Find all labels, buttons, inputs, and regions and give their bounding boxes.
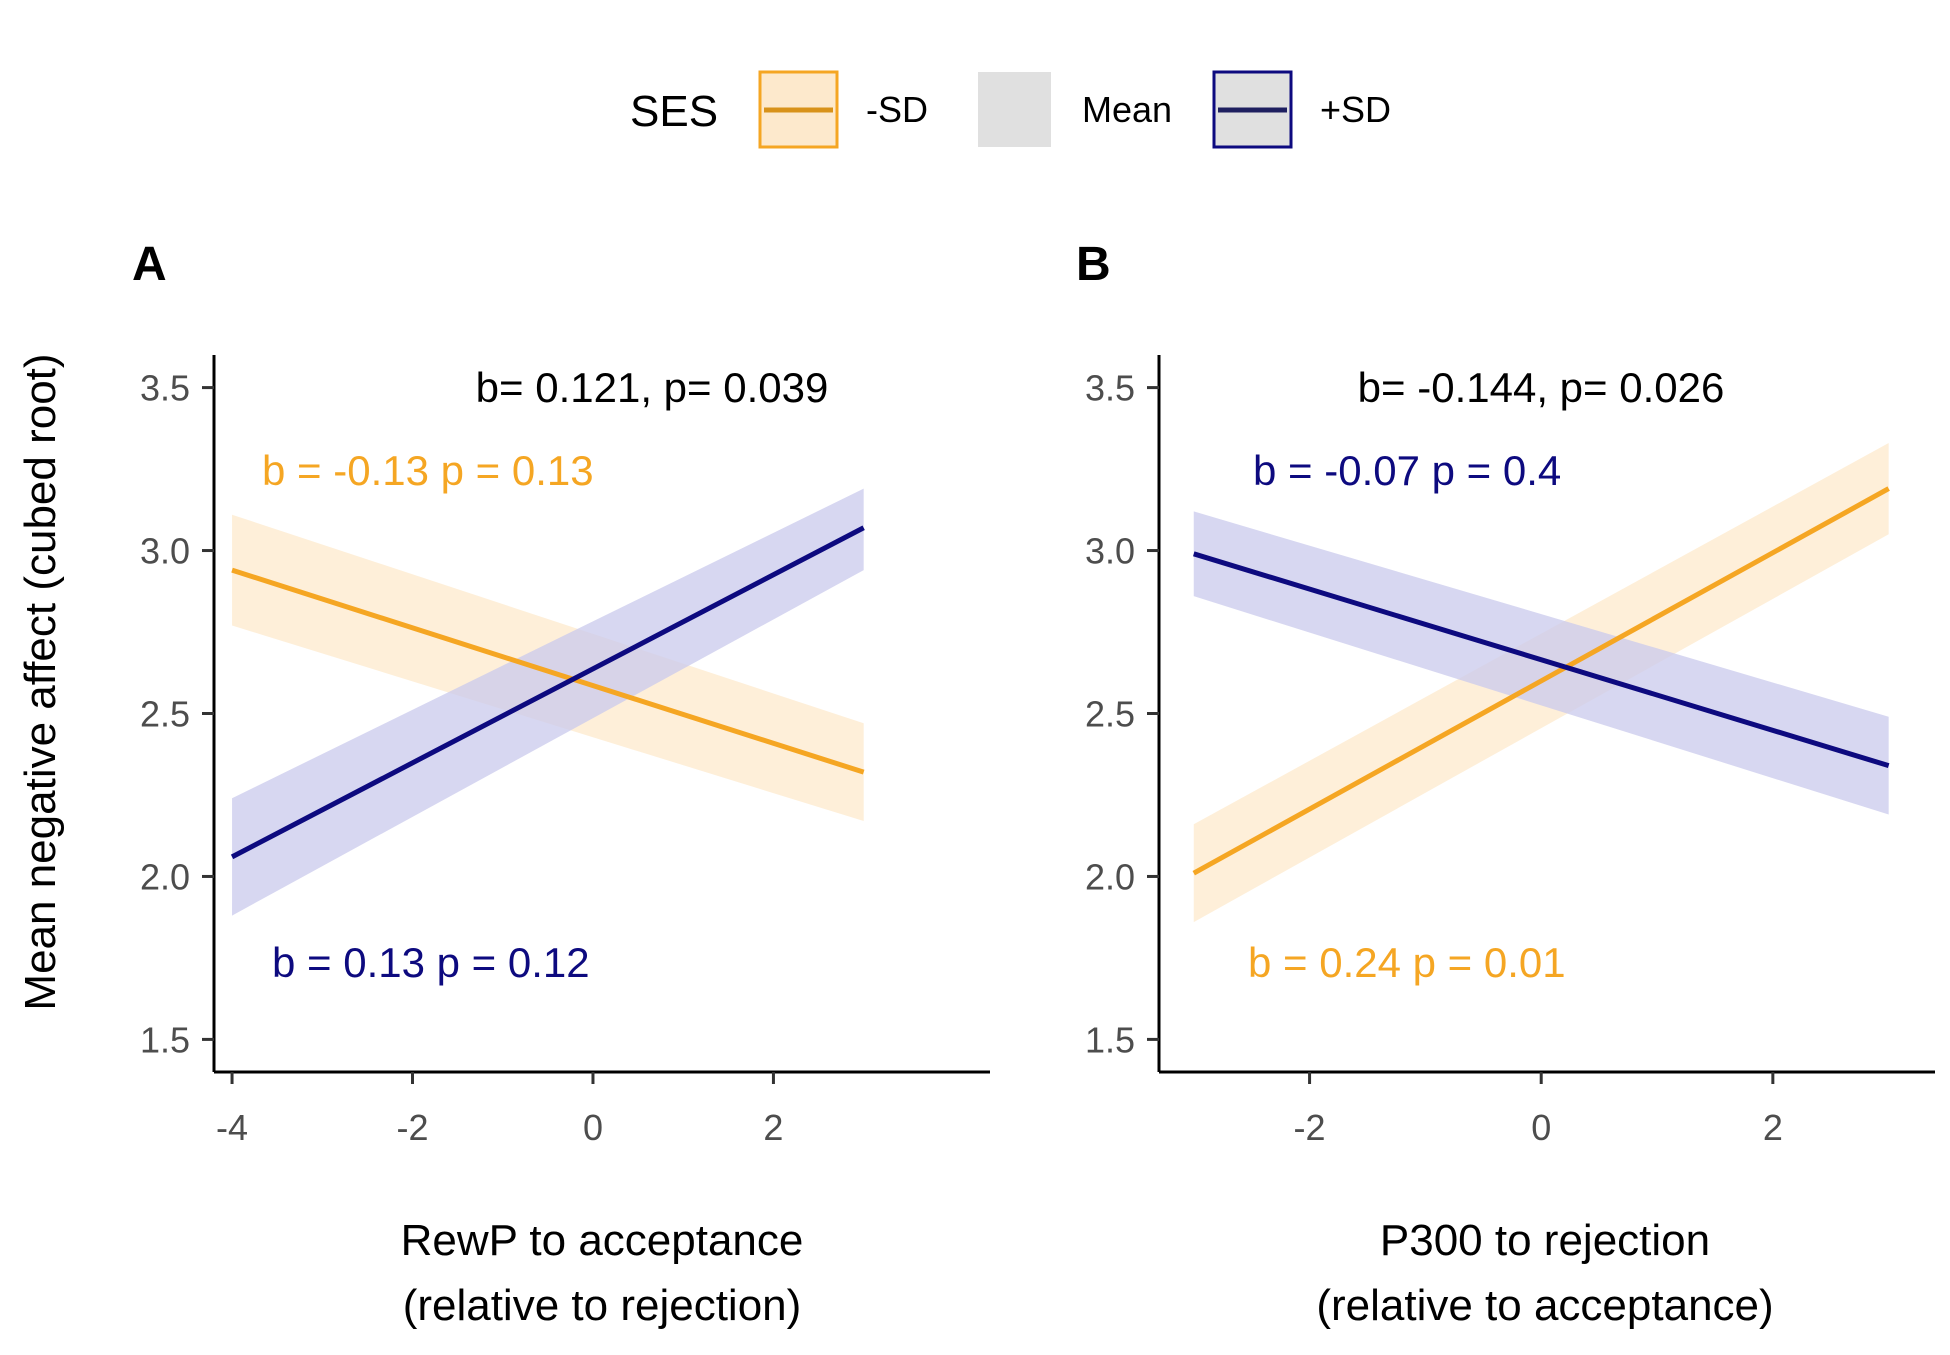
panel-b-high-ses-annotation: b = -0.07 p = 0.4 (1253, 447, 1561, 494)
panel-b-y-tick-label: 2.0 (1085, 856, 1135, 897)
panel-a-plot: 1.5 2.0 2.5 3.0 3.5 -4 -2 0 2 (140, 355, 990, 1148)
legend-title: SES (630, 87, 718, 136)
panel-a-high-ses-confidence-band (232, 488, 864, 916)
legend-entry-high: +SD (1212, 70, 1391, 149)
panel-a-high-ses-annotation: b = 0.13 p = 0.12 (272, 939, 590, 986)
panel-a: A RewP to acceptance (relative to reject… (132, 238, 990, 1330)
panel-b-high-ses-confidence-band (1193, 511, 1889, 815)
panel-b-plot: 1.5 2.0 2.5 3.0 3.5 -2 0 2 (1085, 355, 1935, 1148)
legend-entry-low: -SD (758, 70, 928, 149)
y-axis-title: Mean negative affect (cubed root) (16, 353, 65, 1010)
panel-a-low-ses-line (231, 567, 865, 775)
panel-b-label: B (1076, 238, 1111, 291)
panel-a-high-ses-line (230, 525, 865, 860)
panel-b-y-tick-label: 3.0 (1085, 531, 1135, 572)
panel-a-y-tick-label: 3.5 (140, 368, 190, 409)
panel-b-low-ses-annotation: b = 0.24 p = 0.01 (1248, 939, 1566, 986)
panel-a-x-axis-title-line1: RewP to acceptance (401, 1216, 804, 1265)
panel-a-interaction-annotation: b= 0.121, p= 0.039 (476, 364, 829, 411)
panel-a-x-tick-label: -2 (397, 1107, 429, 1148)
panel-b-x-tick-label: 0 (1531, 1107, 1551, 1148)
panel-a-label: A (132, 238, 167, 291)
panel-b-y-tick-label: 1.5 (1085, 1019, 1135, 1060)
panel-a-x-tick-label: -4 (216, 1107, 248, 1148)
panel-b-x-axis-title-line1: P300 to rejection (1380, 1216, 1710, 1265)
legend: SES -SD Mean +SD (630, 70, 1391, 149)
panel-b-high-ses-line (1193, 551, 1890, 769)
legend-label-low: -SD (866, 89, 928, 130)
legend-label-high: +SD (1320, 89, 1391, 130)
panel-a-y-tick-label: 2.5 (140, 694, 190, 735)
panel-b-x-axis-title-line2: (relative to acceptance) (1316, 1281, 1773, 1330)
panel-b-x-tick-label: 2 (1763, 1107, 1783, 1148)
panel-a-x-axis-title-line2: (relative to rejection) (403, 1281, 802, 1330)
panel-a-x-tick-label: 2 (763, 1107, 783, 1148)
panel-b: B P300 to rejection (relative to accepta… (1076, 238, 1935, 1330)
panel-a-low-ses-annotation: b = -0.13 p = 0.13 (262, 447, 594, 494)
panel-a-y-tick-label: 3.0 (140, 531, 190, 572)
panel-a-y-tick-label: 1.5 (140, 1019, 190, 1060)
panel-a-y-tick-label: 2.0 (140, 856, 190, 897)
panel-b-x-tick-label: -2 (1294, 1107, 1326, 1148)
panel-b-interaction-annotation: b= -0.144, p= 0.026 (1358, 364, 1725, 411)
legend-key-mean (978, 72, 1051, 147)
panel-a-x-tick-label: 0 (583, 1107, 603, 1148)
panel-b-y-tick-label: 3.5 (1085, 368, 1135, 409)
panel-b-y-tick-label: 2.5 (1085, 694, 1135, 735)
legend-label-mean: Mean (1082, 89, 1172, 130)
legend-entry-mean: Mean (978, 72, 1172, 147)
panel-b-low-ses-line (1192, 486, 1890, 876)
